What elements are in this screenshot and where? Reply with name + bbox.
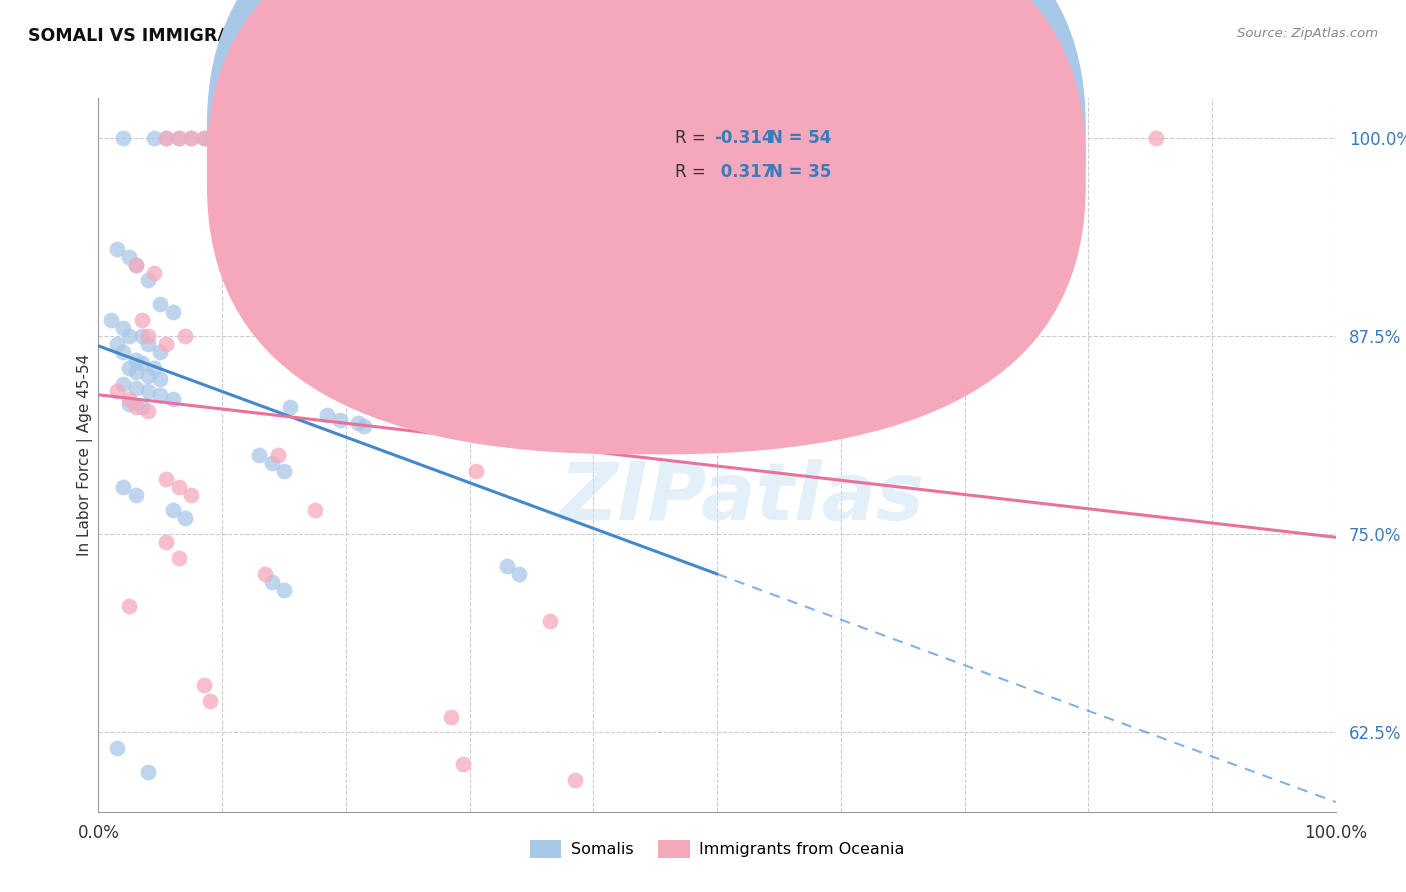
Point xyxy=(167,551,190,566)
Point xyxy=(136,403,159,417)
Point xyxy=(149,372,172,386)
Text: ZIPatlas: ZIPatlas xyxy=(560,458,924,537)
Text: 0.317: 0.317 xyxy=(714,163,773,181)
Point xyxy=(118,360,141,375)
Point xyxy=(118,329,141,343)
Point xyxy=(273,464,295,478)
Point xyxy=(198,130,221,145)
Point xyxy=(267,281,290,295)
Point xyxy=(112,344,135,359)
Point xyxy=(155,535,177,549)
Point xyxy=(167,130,190,145)
Text: N = 35: N = 35 xyxy=(769,163,832,181)
Point xyxy=(495,558,517,573)
Point xyxy=(124,401,146,415)
Point xyxy=(124,366,146,380)
Point xyxy=(136,368,159,383)
Point xyxy=(136,765,159,780)
Point xyxy=(193,130,215,145)
Point xyxy=(193,678,215,692)
Point xyxy=(650,416,672,430)
Point xyxy=(440,709,463,723)
Point xyxy=(105,337,128,351)
Point xyxy=(124,352,146,367)
Point xyxy=(149,387,172,401)
Point xyxy=(167,480,190,494)
Point xyxy=(143,360,166,375)
Point xyxy=(162,305,184,319)
Point xyxy=(198,694,221,708)
Point xyxy=(260,574,283,589)
Point xyxy=(105,741,128,756)
Point xyxy=(538,615,561,629)
Point xyxy=(174,511,197,525)
Point xyxy=(508,566,530,581)
Point xyxy=(105,242,128,256)
Text: R =: R = xyxy=(675,163,711,181)
Point xyxy=(124,258,146,272)
Point xyxy=(143,266,166,280)
Point xyxy=(174,329,197,343)
Point xyxy=(131,313,153,327)
Point xyxy=(136,273,159,287)
Point xyxy=(131,329,153,343)
Point xyxy=(347,416,370,430)
Point xyxy=(564,772,586,787)
Point xyxy=(124,381,146,395)
Point xyxy=(136,384,159,399)
Point xyxy=(155,130,177,145)
Point xyxy=(247,448,270,462)
Point xyxy=(105,384,128,399)
Point xyxy=(278,401,301,415)
Text: N = 54: N = 54 xyxy=(769,129,832,147)
Point xyxy=(118,397,141,411)
Point xyxy=(273,582,295,597)
Point xyxy=(118,250,141,264)
Point xyxy=(464,464,486,478)
Point xyxy=(180,130,202,145)
Point xyxy=(118,392,141,407)
Point xyxy=(304,503,326,517)
Point xyxy=(254,566,277,581)
Point xyxy=(329,413,352,427)
Point xyxy=(180,130,202,145)
Legend: Somalis, Immigrants from Oceania: Somalis, Immigrants from Oceania xyxy=(523,833,911,864)
Point xyxy=(155,130,177,145)
Point xyxy=(149,297,172,311)
Point xyxy=(100,313,122,327)
Point xyxy=(167,130,190,145)
Point xyxy=(162,392,184,407)
Text: SOMALI VS IMMIGRANTS FROM OCEANIA IN LABOR FORCE | AGE 45-54 CORRELATION CHART: SOMALI VS IMMIGRANTS FROM OCEANIA IN LAB… xyxy=(28,27,932,45)
Point xyxy=(112,480,135,494)
Point xyxy=(162,503,184,517)
Point xyxy=(211,130,233,145)
Text: -0.314: -0.314 xyxy=(714,129,775,147)
Point xyxy=(131,401,153,415)
Text: Source: ZipAtlas.com: Source: ZipAtlas.com xyxy=(1237,27,1378,40)
Point xyxy=(155,337,177,351)
Point xyxy=(131,356,153,370)
Point xyxy=(453,757,475,772)
Point xyxy=(112,321,135,335)
Point xyxy=(112,130,135,145)
Point xyxy=(118,599,141,613)
Point xyxy=(278,289,301,303)
Point xyxy=(136,329,159,343)
Point xyxy=(136,337,159,351)
Point xyxy=(112,376,135,391)
Point xyxy=(353,419,375,434)
Point xyxy=(193,130,215,145)
Point xyxy=(155,472,177,486)
Point xyxy=(149,344,172,359)
Y-axis label: In Labor Force | Age 45-54: In Labor Force | Age 45-54 xyxy=(76,354,93,556)
Text: R =: R = xyxy=(675,129,711,147)
Point xyxy=(260,456,283,470)
Point xyxy=(124,487,146,501)
Point xyxy=(143,130,166,145)
Point xyxy=(180,487,202,501)
Point xyxy=(316,409,339,423)
Point xyxy=(1144,130,1167,145)
Point xyxy=(267,448,290,462)
Point xyxy=(124,258,146,272)
